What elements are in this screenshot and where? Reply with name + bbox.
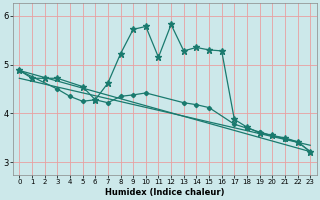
X-axis label: Humidex (Indice chaleur): Humidex (Indice chaleur) xyxy=(105,188,225,197)
